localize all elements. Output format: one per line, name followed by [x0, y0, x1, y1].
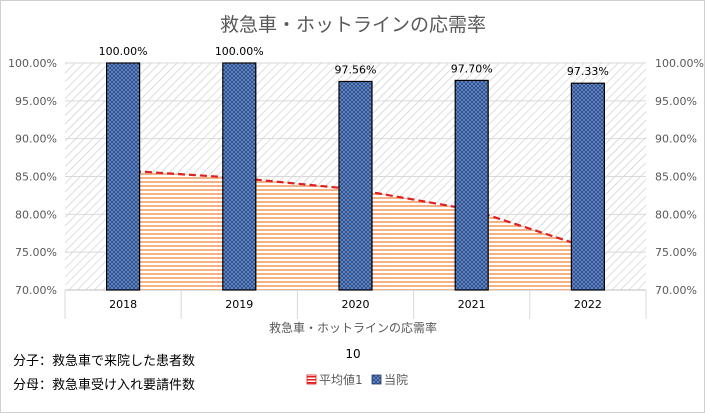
bar-data-label-2020: 97.56%: [335, 63, 377, 76]
numerator-note: 分子：救急車で来院した患者数: [13, 350, 195, 369]
x-axis-ticks: 2018 2019 2020 2021 2022: [109, 298, 602, 311]
bar-data-label-2021: 97.70%: [451, 62, 493, 75]
bar-2021: [455, 80, 488, 290]
y-tick-right: 85.00%: [655, 171, 697, 184]
y-tick-left: 95.00%: [15, 95, 57, 108]
y-tick-left: 75.00%: [15, 246, 57, 259]
y-tick-right: 70.00%: [655, 284, 697, 297]
bar-2020: [339, 81, 372, 290]
bar-data-label-2019: 100.00%: [215, 45, 264, 58]
x-tick-2021: 2021: [458, 298, 486, 311]
legend-entry-average: 平均値1: [307, 372, 363, 387]
y-tick-left: 80.00%: [15, 208, 57, 221]
legend-label-hospital: 当院: [384, 373, 408, 387]
y-tick-right: 100.00%: [655, 57, 704, 70]
legend-label-average: 平均値1: [319, 372, 363, 387]
y-tick-left: 90.00%: [15, 133, 57, 146]
legend-entry-hospital: 当院: [372, 373, 408, 387]
denominator-note: 分母：救急車受け入れ要請件数: [13, 374, 195, 393]
y-tick-right: 95.00%: [655, 95, 697, 108]
bar-2019: [223, 63, 256, 290]
x-tick-2018: 2018: [109, 298, 137, 311]
y-tick-right: 90.00%: [655, 133, 697, 146]
legend-swatch-hospital: [372, 375, 381, 384]
y-tick-right: 75.00%: [655, 246, 697, 259]
bar-data-label-2022: 97.33%: [567, 65, 609, 78]
y-tick-left: 100.00%: [8, 57, 57, 70]
y-tick-left: 85.00%: [15, 171, 57, 184]
x-tick-2019: 2019: [225, 298, 253, 311]
legend: 平均値1 当院: [307, 372, 408, 387]
legend-swatch-average: [307, 375, 316, 384]
bar-2022: [571, 83, 604, 290]
bar-2018: [107, 63, 140, 290]
y-tick-left: 70.00%: [15, 284, 57, 297]
chart-title: 救急車・ホットラインの応需率: [220, 14, 486, 36]
y-axis-left-ticks: 70.00% 75.00% 80.00% 85.00% 90.00% 95.00% 100.…: [8, 57, 57, 297]
bar-data-label-2018: 100.00%: [99, 45, 148, 58]
x-axis-title: 救急車・ホットラインの応需率: [269, 320, 437, 335]
y-tick-right: 80.00%: [655, 208, 697, 221]
x-axis-sublabel: 10: [345, 347, 360, 361]
x-tick-2022: 2022: [574, 298, 602, 311]
y-axis-right-ticks: 70.00% 75.00% 80.00% 85.00% 90.00% 95.00% 100.…: [655, 57, 704, 297]
x-tick-2020: 2020: [342, 298, 370, 311]
